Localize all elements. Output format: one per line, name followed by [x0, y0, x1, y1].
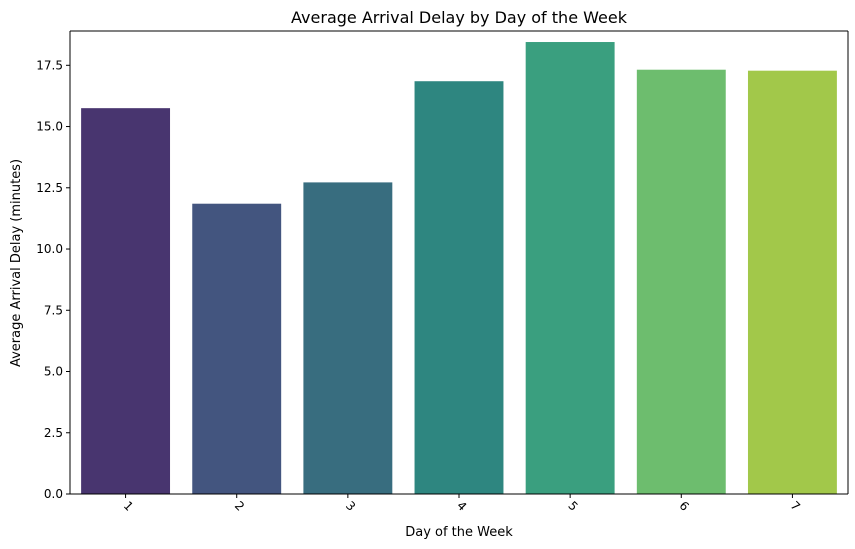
- y-tick-label: 12.5: [36, 181, 63, 195]
- y-tick-label: 2.5: [44, 426, 63, 440]
- y-tick-label: 10.0: [36, 242, 63, 256]
- bar-day-4: [414, 81, 504, 494]
- y-tick-label: 7.5: [44, 303, 63, 317]
- x-tick-label: 4: [454, 499, 469, 514]
- x-axis-ticks: 1 2 3 4 5 6 7: [121, 494, 803, 514]
- bars-group: [81, 42, 837, 495]
- y-tick-label: 5.0: [44, 365, 63, 379]
- bar-day-5: [525, 42, 615, 495]
- y-tick-label: 15.0: [36, 120, 63, 134]
- x-tick-label: 5: [565, 499, 580, 514]
- bar-day-2: [192, 203, 282, 494]
- axes-frame: [69, 30, 849, 495]
- x-axis-label: Day of the Week: [405, 525, 513, 540]
- y-axis-label: Average Arrival Delay (minutes): [9, 159, 24, 367]
- x-tick-label: 1: [121, 499, 136, 514]
- bar-day-7: [747, 70, 837, 494]
- x-tick-label: 7: [788, 499, 803, 514]
- y-tick-label: 0.0: [44, 487, 63, 501]
- x-tick-label: 6: [676, 499, 691, 514]
- bar-day-1: [81, 108, 171, 495]
- bar-day-6: [636, 69, 726, 495]
- y-tick-label: 17.5: [36, 58, 63, 72]
- chart-title: Average Arrival Delay by Day of the Week: [291, 8, 628, 27]
- x-tick-label: 2: [232, 499, 247, 514]
- bar-day-3: [303, 182, 393, 494]
- y-axis-ticks: 0.0 2.5 5.0 7.5 10.0 12.5 15.0 17.5: [36, 58, 70, 501]
- x-tick-label: 3: [343, 499, 358, 514]
